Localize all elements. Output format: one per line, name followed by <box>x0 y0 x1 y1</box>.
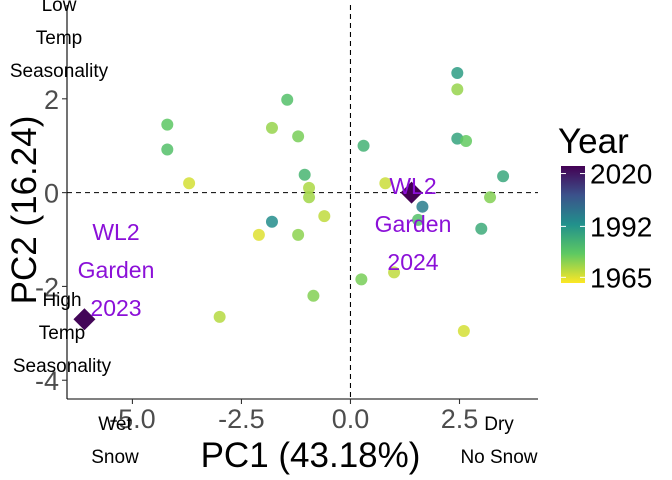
data-point <box>388 266 401 279</box>
x-tick-label: 2.5 <box>441 404 479 434</box>
data-point <box>292 228 305 241</box>
garden-point <box>400 181 423 204</box>
data-point <box>303 191 316 204</box>
data-point <box>484 191 497 204</box>
data-point <box>460 135 473 148</box>
legend-title: Year <box>558 122 629 161</box>
x-tick-label: 0.0 <box>332 404 370 434</box>
data-point <box>355 273 368 286</box>
data-point <box>292 130 305 143</box>
annotation-x-right-line: Dry <box>484 414 514 435</box>
annotation-x-left-line: Snow <box>91 447 139 468</box>
garden-label-line: Garden <box>375 211 452 237</box>
garden-label-line: WL2 <box>92 219 139 245</box>
annotation-top-left-line: Low <box>42 0 77 16</box>
data-point <box>161 143 174 156</box>
legend-tick-label: 2020 <box>590 159 652 190</box>
annotation-bottom-left-line: High <box>42 290 81 311</box>
x-tick-label: -2.5 <box>218 404 265 434</box>
data-point <box>265 215 278 228</box>
y-tick-label: 2 <box>44 85 59 115</box>
data-point <box>318 210 331 223</box>
x-tick-label: -5.0 <box>109 404 156 434</box>
data-point <box>161 118 174 131</box>
annotation-x-right-line: No Snow <box>460 447 537 468</box>
legend-tick-label: 1992 <box>590 211 652 242</box>
data-point <box>298 168 311 181</box>
x-axis-title: PC1 (43.18%) <box>201 436 421 475</box>
data-point <box>183 177 196 190</box>
y-tick-label: -4 <box>35 366 59 396</box>
annotation-top-left-line: Temp <box>36 28 82 49</box>
data-point <box>252 228 265 241</box>
y-tick-label: -2 <box>35 272 59 302</box>
legend-tick-label: 1965 <box>590 262 652 293</box>
data-point <box>475 222 488 235</box>
y-axis-title: PC2 (16.24) <box>5 116 44 305</box>
annotation-x-left-line: Wet <box>98 414 132 435</box>
data-point <box>265 121 278 134</box>
garden-label-line: WL2 <box>389 173 436 199</box>
annotation-bottom-left-line: Temp <box>39 323 85 344</box>
garden-label-line: 2024 <box>387 249 438 275</box>
data-point <box>281 93 294 106</box>
data-point <box>457 324 470 337</box>
garden-label-line: Garden <box>78 257 155 283</box>
data-point <box>497 170 510 183</box>
data-point <box>416 200 429 213</box>
data-point <box>357 139 370 152</box>
colorbar <box>561 166 585 283</box>
data-point <box>412 213 425 226</box>
y-tick-label: 0 <box>44 179 59 209</box>
data-point <box>451 67 464 80</box>
data-point <box>307 289 320 302</box>
data-point <box>379 177 392 190</box>
annotation-top-left-line: Seasonality <box>10 61 109 82</box>
data-point <box>451 83 464 96</box>
data-point <box>213 310 226 323</box>
garden-point <box>73 308 96 331</box>
data-point <box>303 181 316 194</box>
annotation-bottom-left-line: Seasonality <box>13 356 112 377</box>
garden-label-line: 2023 <box>90 295 141 321</box>
